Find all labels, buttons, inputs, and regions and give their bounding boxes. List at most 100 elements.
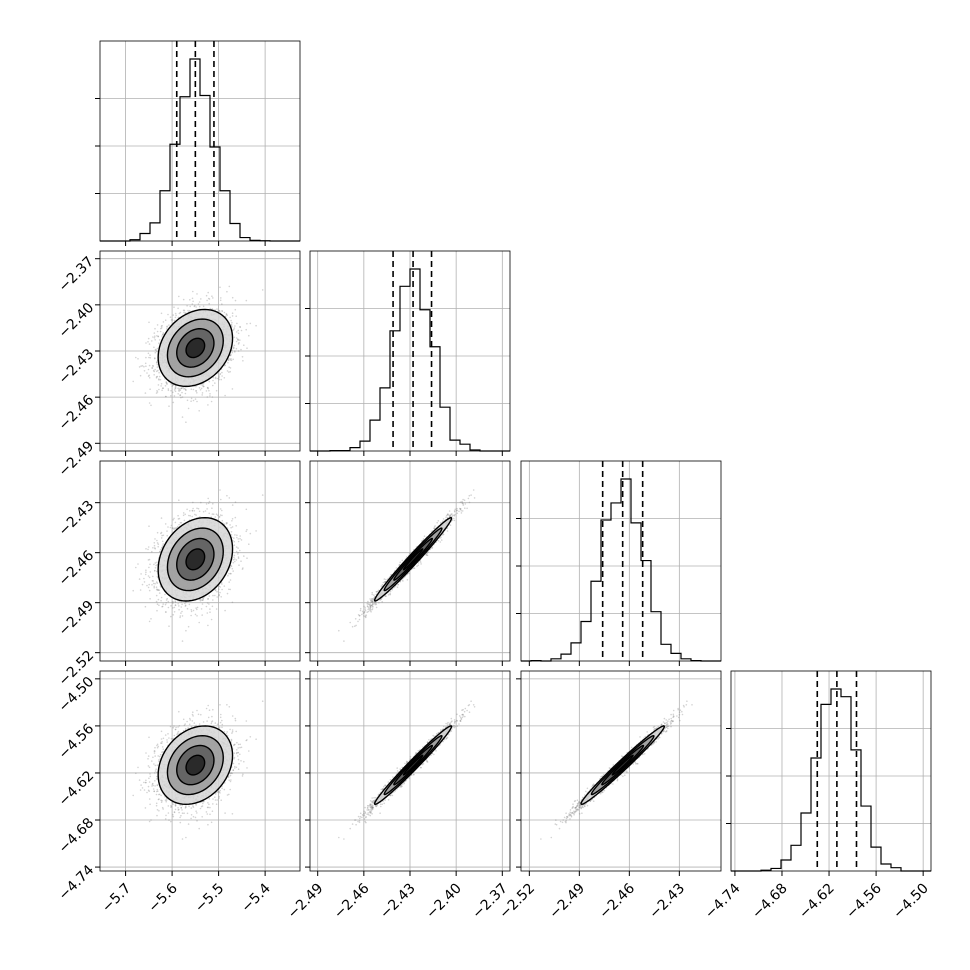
scatter-point — [174, 604, 177, 606]
scatter-point — [180, 612, 182, 614]
scatter-point — [148, 321, 150, 324]
scatter-point — [154, 327, 156, 330]
scatter-point — [156, 335, 158, 337]
scatter-point — [216, 308, 218, 310]
scatter-point — [228, 497, 231, 499]
scatter-point — [159, 330, 162, 333]
scatter-point — [208, 298, 211, 300]
scatter-point — [218, 375, 220, 377]
scatter-point — [156, 570, 158, 573]
scatter-point — [220, 596, 222, 598]
scatter-point — [180, 521, 183, 524]
scatter-point — [214, 516, 217, 518]
scatter-point — [150, 404, 152, 407]
scatter-point — [186, 305, 188, 307]
scatter-point — [195, 385, 197, 388]
scatter-point — [212, 503, 214, 505]
scatter-point — [220, 498, 222, 501]
scatter-point — [221, 310, 224, 313]
scatter-point — [179, 616, 181, 619]
scatter-point — [209, 395, 211, 397]
scatter-point — [156, 330, 159, 333]
scatter-point — [196, 507, 198, 510]
scatter-point — [181, 416, 184, 418]
scatter-point — [221, 588, 223, 591]
scatter-point — [214, 594, 216, 597]
scatter-point — [144, 605, 147, 608]
scatter-point — [241, 356, 244, 358]
scatter-point — [159, 378, 162, 381]
scatter-point — [230, 323, 233, 326]
scatter-point — [157, 384, 160, 386]
scatter-point — [208, 389, 210, 392]
scatter-point — [231, 351, 234, 354]
scatter-point — [170, 615, 172, 618]
scatter-point — [218, 588, 220, 590]
scatter-point — [219, 373, 221, 376]
scatter-point — [132, 589, 134, 592]
scatter-point — [152, 582, 155, 585]
scatter-point — [147, 548, 149, 551]
scatter-point — [148, 364, 151, 367]
scatter-point — [231, 526, 234, 528]
scatter-point — [233, 554, 236, 557]
scatter-point — [170, 524, 173, 527]
scatter-point — [230, 319, 232, 322]
scatter-point — [183, 311, 185, 314]
scatter-point — [212, 599, 214, 601]
scatter-point — [237, 556, 240, 558]
scatter-point — [156, 324, 159, 326]
scatter-point — [200, 384, 202, 386]
scatter-point — [231, 601, 234, 604]
scatter-point — [215, 389, 218, 392]
scatter-point — [234, 325, 236, 327]
scatter-point — [170, 605, 172, 607]
scatter-point — [156, 350, 158, 353]
scatter-point — [173, 395, 176, 397]
scatter-point — [170, 395, 172, 397]
scatter-point — [211, 513, 214, 515]
scatter-point — [194, 398, 197, 400]
scatter-point — [158, 388, 160, 391]
scatter-point — [154, 538, 156, 540]
scatter-point — [172, 601, 174, 603]
scatter-point — [154, 335, 156, 338]
scatter-point — [229, 316, 231, 319]
scatter-point — [235, 546, 238, 548]
scatter-point — [156, 561, 158, 564]
scatter-point — [161, 605, 163, 608]
scatter-point — [214, 377, 217, 380]
scatter-point — [189, 305, 191, 308]
scatter-point — [146, 584, 148, 587]
scatter-point — [211, 295, 213, 298]
scatter-point — [201, 394, 203, 396]
scatter-point — [202, 510, 205, 513]
scatter-point — [181, 391, 183, 394]
scatter-point — [187, 625, 190, 628]
scatter-point — [160, 596, 163, 599]
scatter-point — [246, 557, 248, 559]
scatter-point — [158, 375, 161, 378]
scatter-point — [232, 358, 234, 361]
scatter-point — [186, 508, 188, 511]
scatter-point — [199, 389, 202, 391]
scatter-point — [237, 343, 240, 345]
scatter-point — [214, 589, 217, 591]
scatter-point — [201, 614, 203, 616]
scatter-point — [232, 570, 234, 572]
scatter-point — [137, 563, 139, 565]
scatter-point — [153, 346, 155, 349]
scatter-point — [156, 361, 158, 363]
scatter-point — [248, 543, 250, 545]
scatter-point — [155, 362, 158, 364]
panel-frame — [99, 40, 301, 242]
scatter-point — [208, 380, 211, 383]
scatter-point — [229, 524, 231, 526]
scatter-point — [182, 512, 185, 514]
scatter-point — [139, 589, 142, 591]
scatter-point — [226, 290, 228, 293]
scatter-point — [255, 530, 257, 532]
scatter-point — [145, 548, 147, 550]
panel-1-0: −2.49−2.46−2.43−2.40−2.37 — [56, 250, 301, 480]
scatter-point — [137, 358, 139, 360]
